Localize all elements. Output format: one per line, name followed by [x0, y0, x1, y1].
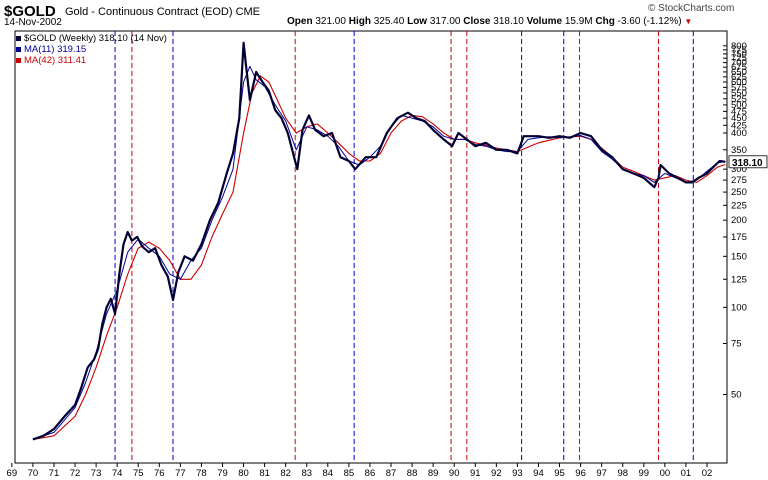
ohlc-summary: Open 321.00 High 325.40 Low 317.00 Close… [287, 16, 692, 27]
y-tick-label-300: 300 [731, 164, 747, 175]
x-tick-label-86: 86 [365, 468, 376, 479]
volume-value: 15.9M [564, 16, 593, 27]
y-tick-label-225: 225 [731, 200, 747, 211]
y-tick-label-50: 50 [731, 389, 742, 400]
x-tick-label-94: 94 [533, 468, 544, 479]
chg-value: -3.60 (-1.12%) [617, 16, 682, 27]
y-tick-label-175: 175 [731, 232, 747, 243]
y-tick-label-425: 425 [731, 120, 747, 131]
legend-ma11-swatch [16, 46, 21, 52]
x-tick-label-88: 88 [407, 468, 418, 479]
chart-date: 14-Nov-2002 [4, 17, 62, 28]
y-tick-label-275: 275 [731, 175, 747, 186]
x-tick-label-83: 83 [301, 468, 312, 479]
legend-ma42-swatch [16, 57, 21, 63]
x-tick-label-84: 84 [323, 468, 334, 479]
legend-price-swatch [16, 35, 21, 41]
x-tick-label-95: 95 [554, 468, 565, 479]
x-tick-label-73: 73 [91, 468, 102, 479]
legend-price: $GOLD (Weekly) 318.10 (14 Nov) [16, 33, 167, 44]
down-arrow-icon: ▼ [684, 17, 693, 26]
x-tick-label-74: 74 [112, 468, 123, 479]
y-tick-label-450: 450 [731, 113, 747, 124]
x-tick-label-75: 75 [133, 468, 144, 479]
plot-area [14, 30, 728, 464]
legend-price-label: $GOLD (Weekly) 318.10 (14 Nov) [24, 33, 167, 44]
close-label: Close [463, 16, 491, 27]
x-tick-label-98: 98 [617, 468, 628, 479]
high-label: High [348, 16, 371, 27]
close-value: 318.10 [493, 16, 524, 27]
high-value: 325.40 [373, 16, 405, 27]
x-tick-label-93: 93 [512, 468, 523, 479]
x-tick-label-85: 85 [344, 468, 355, 479]
x-tick-label-80: 80 [238, 468, 249, 479]
x-tick-label-00: 00 [660, 468, 671, 479]
y-tick-label-350: 350 [731, 145, 747, 156]
stockcharts-watermark: © StockCharts.com [648, 3, 735, 14]
y-tick-label-500: 500 [731, 100, 747, 111]
x-tick-label-77: 77 [175, 468, 186, 479]
y-tick-label-550: 550 [731, 88, 747, 99]
y-tick-label-775: 775 [731, 45, 747, 56]
y-tick-label-575: 575 [731, 82, 747, 93]
y-tick-label-100: 100 [731, 302, 747, 313]
x-tick-label-69: 69 [7, 468, 18, 479]
y-tick-label-200: 200 [731, 215, 747, 226]
y-tick-label-625: 625 [731, 72, 747, 83]
x-tick-label-79: 79 [217, 468, 228, 479]
x-tick-label-91: 91 [470, 468, 481, 479]
y-tick-label-750: 750 [731, 49, 747, 60]
y-tick-label-125: 125 [731, 274, 747, 285]
y-tick-label-400: 400 [731, 128, 747, 139]
chart-description: Gold - Continuous Contract (EOD) CME [65, 6, 260, 18]
legend-ma11: MA(11) 319.15 [16, 44, 86, 55]
y-tick-label-250: 250 [731, 187, 747, 198]
legend-ma11-label: MA(11) 319.15 [24, 44, 87, 55]
y-tick-label-800: 800 [731, 41, 747, 52]
y-tick-label-525: 525 [731, 94, 747, 105]
x-tick-label-78: 78 [196, 468, 207, 479]
y-tick-label-700: 700 [731, 58, 747, 69]
x-tick-label-72: 72 [70, 468, 81, 479]
y-tick-label-675: 675 [731, 62, 747, 73]
y-tick-label-725: 725 [731, 53, 747, 64]
series-line-price [32, 41, 726, 441]
x-tick-label-70: 70 [28, 468, 39, 479]
volume-label: Volume [526, 16, 563, 27]
chart-symbol: $GOLD [4, 3, 56, 20]
x-tick-label-76: 76 [154, 468, 165, 479]
x-tick-label-87: 87 [386, 468, 397, 479]
low-value: 317.00 [429, 16, 461, 27]
last-price-tag: 318.10 [732, 158, 763, 169]
y-tick-label-650: 650 [731, 67, 747, 78]
x-tick-label-97: 97 [596, 468, 607, 479]
contract-description: Gold - Continuous Contract (EOD) [65, 6, 233, 18]
low-label: Low [407, 16, 428, 27]
x-tick-label-89: 89 [428, 468, 439, 479]
x-tick-label-81: 81 [259, 468, 270, 479]
x-tick-label-90: 90 [449, 468, 460, 479]
legend-ma42: MA(42) 311.41 [16, 55, 86, 66]
x-tick-label-71: 71 [49, 468, 60, 479]
x-tick-label-96: 96 [575, 468, 586, 479]
chg-label: Chg [595, 16, 615, 27]
x-tick-label-99: 99 [639, 468, 650, 479]
open-label: Open [287, 16, 313, 27]
legend-ma42-label: MA(42) 311.41 [24, 55, 87, 66]
y-tick-label-150: 150 [731, 251, 747, 262]
x-tick-label-02: 02 [702, 468, 713, 479]
x-tick-label-82: 82 [280, 468, 291, 479]
y-tick-label-475: 475 [731, 106, 747, 117]
open-value: 321.00 [315, 16, 346, 27]
x-tick-label-01: 01 [681, 468, 692, 479]
last-price-tag-box [728, 155, 768, 169]
series-line-ma42 [32, 75, 726, 440]
y-tick-label-600: 600 [731, 77, 747, 88]
x-tick-label-92: 92 [491, 468, 502, 479]
exchange-label: CME [235, 6, 261, 18]
y-tick-label-75: 75 [731, 339, 742, 350]
